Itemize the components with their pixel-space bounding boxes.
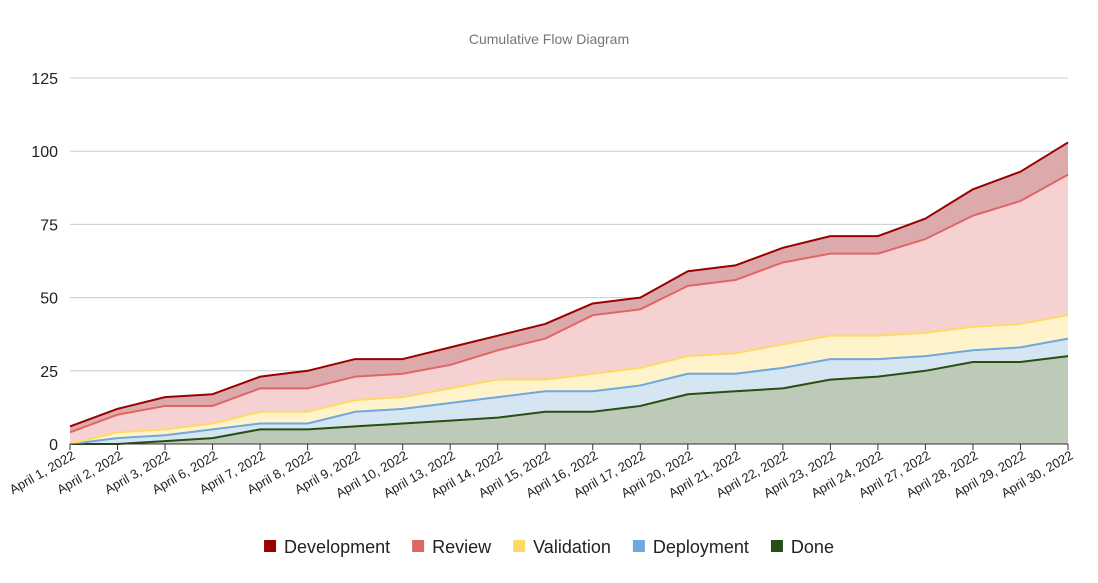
legend-item-deployment[interactable]: Deployment xyxy=(632,537,749,557)
line-validation xyxy=(69,314,1069,445)
legend-label: Deployment xyxy=(653,537,749,557)
area-done xyxy=(70,356,1068,444)
y-tick-label: 100 xyxy=(31,144,58,161)
line-done xyxy=(70,355,1069,445)
legend[interactable]: Development Review Validation Deployment Don… xyxy=(264,537,834,557)
legend-item-done[interactable]: Done xyxy=(770,537,834,557)
area-deployment xyxy=(70,338,1068,444)
legend-swatch xyxy=(770,540,783,552)
legend-swatch xyxy=(513,540,526,552)
y-tick-label: 125 xyxy=(31,71,58,88)
legend-swatch xyxy=(632,540,645,552)
area-development xyxy=(70,142,1068,433)
chart-title: Cumulative Flow Diagram xyxy=(469,31,629,47)
legend-label: Validation xyxy=(533,537,611,557)
legend-item-review[interactable]: Review xyxy=(412,537,492,557)
legend-item-validation[interactable]: Validation xyxy=(513,537,611,557)
legend-label: Review xyxy=(432,537,492,557)
plot-areas xyxy=(70,142,1068,444)
line-review xyxy=(69,173,1069,434)
y-tick-label: 0 xyxy=(49,437,58,454)
y-tick-label: 75 xyxy=(40,217,58,234)
area-review xyxy=(70,174,1068,444)
line-deployment xyxy=(69,337,1069,445)
axes xyxy=(69,443,1069,450)
legend-label: Done xyxy=(791,537,834,557)
y-tick-label: 25 xyxy=(40,364,58,381)
area-validation xyxy=(70,315,1068,444)
legend-swatch xyxy=(412,540,425,552)
y-tick-label: 50 xyxy=(40,291,58,308)
legend-label: Development xyxy=(284,537,390,557)
legend-item-development[interactable]: Development xyxy=(264,537,390,557)
y-axis-ticks: 0 25 50 75 100 125 xyxy=(31,71,58,454)
legend-swatch xyxy=(264,540,277,552)
plot-lines xyxy=(69,141,1069,445)
line-development xyxy=(69,141,1069,428)
